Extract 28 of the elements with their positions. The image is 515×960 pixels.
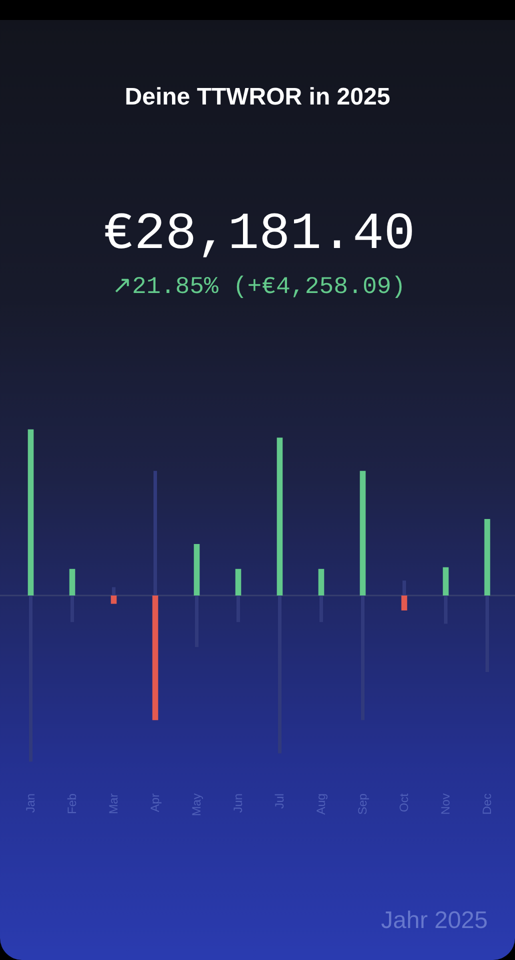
bar — [360, 596, 365, 720]
bar — [319, 596, 324, 622]
bar — [278, 596, 282, 754]
bar — [484, 519, 490, 596]
bar — [235, 568, 242, 596]
bar — [70, 596, 74, 622]
bar — [318, 568, 324, 596]
bar — [276, 438, 283, 596]
bar — [152, 596, 158, 720]
bar — [485, 596, 490, 672]
bar — [112, 587, 116, 596]
bar — [402, 580, 406, 596]
bar — [28, 596, 33, 762]
bar — [153, 470, 158, 596]
bar — [401, 596, 408, 610]
bar — [194, 596, 199, 648]
bar — [69, 568, 76, 596]
bar — [442, 567, 449, 596]
chart-subtitle: €28,181.40 — [103, 205, 416, 264]
chart-title: Deine TTWROR in 2025 — [124, 83, 390, 110]
bar — [28, 429, 34, 596]
bar — [360, 470, 366, 596]
bar — [110, 596, 117, 604]
bar — [236, 596, 240, 622]
text: Jahr 2025 — [381, 907, 488, 934]
bar — [194, 544, 200, 596]
bar — [444, 596, 448, 624]
text: ↗21.85% (+€4,258.09) — [112, 274, 406, 301]
